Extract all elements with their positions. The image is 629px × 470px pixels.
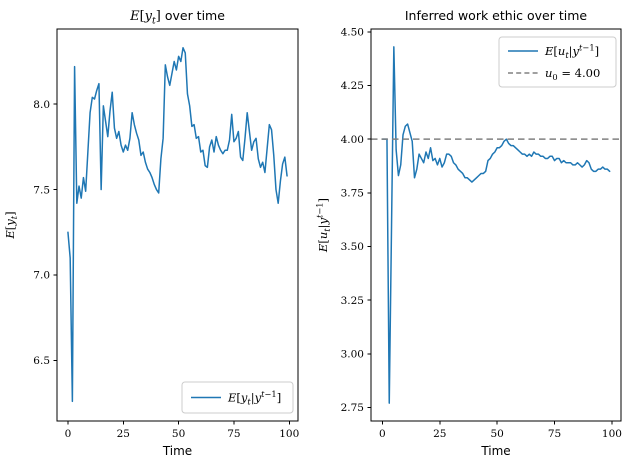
left-spines xyxy=(56,28,299,422)
y-tick-label: 2.75 xyxy=(341,402,364,414)
left-subplot: 0 25 50 75 100 6.5 7.0 7.5 8.0 E[yt] over time Tim… xyxy=(3,8,299,458)
y-tick-label: 3.25 xyxy=(341,295,364,307)
x-tick-label: 75 xyxy=(227,428,240,440)
x-tick-label: 25 xyxy=(433,428,446,440)
left-legend: E[yt|yt−1] xyxy=(181,381,294,414)
y-tick-label: 6.5 xyxy=(33,355,50,367)
y-tick-label: 4.50 xyxy=(341,26,364,38)
right-title: Inferred work ethic over time xyxy=(405,8,588,23)
left-y-ticks: 6.5 7.0 7.5 8.0 xyxy=(33,99,57,367)
left-xlabel: Time xyxy=(162,444,192,458)
legend-label: E[yt|yt−1] xyxy=(227,389,281,407)
y-tick-label: 7.5 xyxy=(33,184,50,196)
right-y-ticks: 2.75 3.00 3.25 3.50 3.75 4.00 4.25 4.50 xyxy=(341,26,371,414)
x-tick-label: 100 xyxy=(602,428,622,440)
y-tick-label: 3.00 xyxy=(341,349,364,361)
right-series-line xyxy=(381,46,611,404)
legend-label: u0 = 4.00 xyxy=(545,66,600,82)
y-tick-label: 8.0 xyxy=(33,99,50,111)
left-title: E[yt] over time xyxy=(129,8,225,27)
legend-box xyxy=(498,36,617,88)
legend-box xyxy=(181,381,294,414)
x-tick-label: 100 xyxy=(279,428,299,440)
right-xlabel: Time xyxy=(480,444,510,458)
x-tick-label: 0 xyxy=(65,428,72,440)
right-ylabel: E[ut|yt−1] xyxy=(315,198,333,253)
right-legend: E[ut|yt−1] u0 = 4.00 xyxy=(498,36,617,88)
right-spines xyxy=(370,28,622,422)
x-tick-label: 50 xyxy=(172,428,185,440)
left-ylabel: E[yt] xyxy=(3,211,19,239)
x-tick-label: 75 xyxy=(548,428,561,440)
x-tick-label: 50 xyxy=(490,428,503,440)
y-tick-label: 3.75 xyxy=(341,188,364,200)
y-tick-label: 3.50 xyxy=(341,241,364,253)
y-tick-label: 7.0 xyxy=(33,270,50,282)
x-tick-label: 0 xyxy=(379,428,386,440)
left-x-ticks: 0 25 50 75 100 xyxy=(65,421,299,440)
y-tick-label: 4.25 xyxy=(341,80,364,92)
x-tick-label: 25 xyxy=(117,428,130,440)
legend-label: E[ut|yt−1] xyxy=(544,43,599,61)
left-series-line xyxy=(67,47,288,403)
right-subplot: 0 25 50 75 100 2.75 3.00 3.25 3.50 3.75 4.00 4.25 4.… xyxy=(315,8,622,458)
y-tick-label: 4.00 xyxy=(341,134,364,146)
right-x-ticks: 0 25 50 75 100 xyxy=(379,421,622,440)
